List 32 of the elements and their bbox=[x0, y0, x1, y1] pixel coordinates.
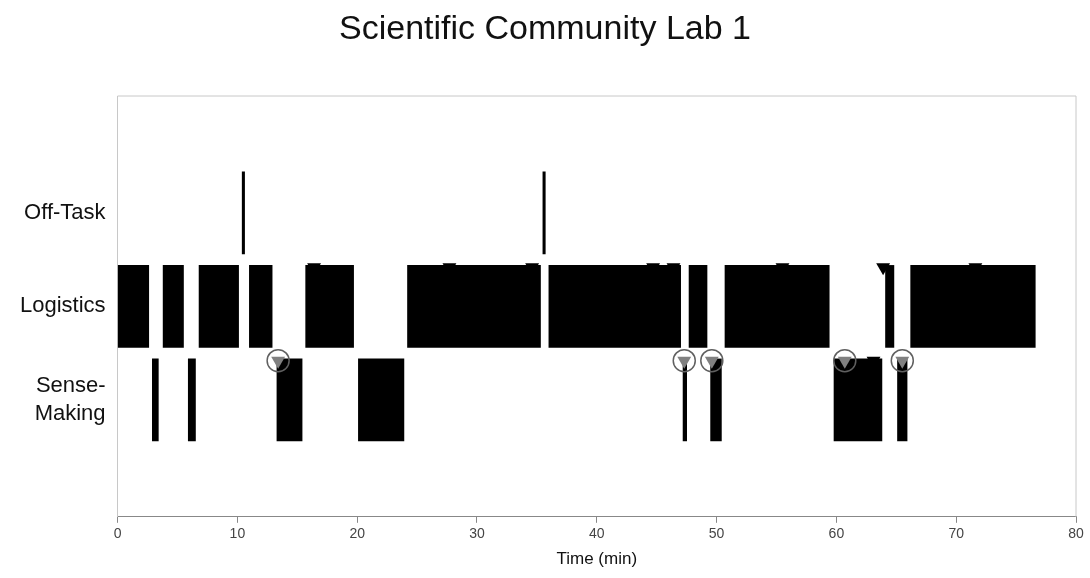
bar bbox=[187, 358, 196, 442]
bar bbox=[152, 358, 159, 442]
x-tick-label: 30 bbox=[469, 525, 485, 542]
y-tick-label: Sense-Making bbox=[34, 372, 106, 425]
bar bbox=[162, 265, 184, 348]
x-tick-label: 40 bbox=[589, 525, 605, 542]
bar bbox=[358, 358, 405, 442]
bar bbox=[276, 358, 303, 442]
x-tick-label: 60 bbox=[828, 525, 845, 542]
bar bbox=[724, 265, 830, 348]
x-tick-label: 0 bbox=[113, 525, 122, 542]
x-tick-label: 50 bbox=[708, 525, 725, 542]
bar bbox=[305, 265, 354, 348]
y-tick-label: Logistics bbox=[20, 292, 106, 318]
x-tick-label: 70 bbox=[948, 525, 965, 542]
bar bbox=[548, 265, 681, 348]
x-tick-label: 10 bbox=[229, 525, 246, 542]
bar bbox=[198, 265, 239, 348]
bar bbox=[542, 171, 546, 255]
x-tick-label: 20 bbox=[349, 525, 366, 542]
bar bbox=[249, 265, 273, 348]
y-tick-label: Off-Task bbox=[24, 198, 107, 224]
bar bbox=[407, 265, 541, 348]
bar bbox=[710, 358, 722, 442]
x-axis-title: Time (min) bbox=[556, 549, 638, 569]
bar bbox=[117, 265, 150, 348]
bar bbox=[688, 265, 708, 348]
bar bbox=[833, 358, 883, 442]
chart-title: Scientific Community Lab 1 bbox=[338, 8, 752, 47]
x-tick-label: 80 bbox=[1068, 525, 1084, 542]
bar bbox=[910, 265, 1036, 348]
bar bbox=[241, 171, 245, 255]
